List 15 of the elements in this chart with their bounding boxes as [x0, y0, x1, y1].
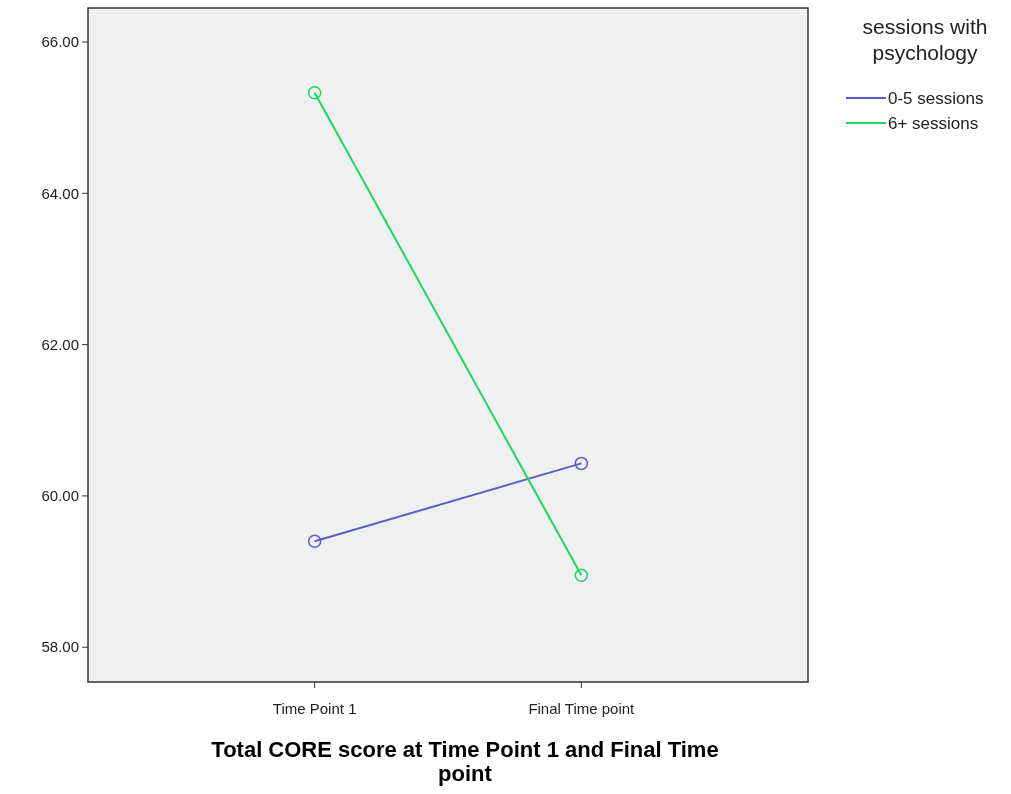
legend-label: 0-5 sessions	[888, 88, 984, 108]
y-tick-label: 66.00	[41, 33, 79, 51]
x-axis-title: Total CORE score at Time Point 1 and Final Time point	[211, 737, 719, 786]
point	[574, 568, 589, 583]
y-tick-label: 64.00	[41, 184, 79, 202]
x-tick-label: Final Time point	[528, 700, 636, 717]
legend-title: sessions with psychology	[862, 15, 988, 64]
y-tick-label: 60.00	[41, 487, 79, 505]
point	[574, 456, 589, 471]
legend-label: 6+ sessions	[888, 113, 979, 133]
y-tick-label: 62.00	[41, 335, 79, 353]
point	[307, 85, 322, 100]
point	[307, 534, 322, 549]
y-tick-label: 58.00	[41, 638, 79, 656]
x-tick-label: Time Point 1	[272, 700, 357, 717]
